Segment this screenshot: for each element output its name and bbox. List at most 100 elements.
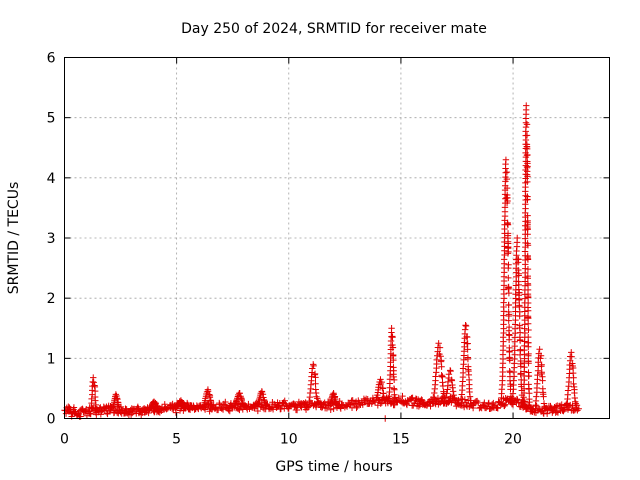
data-point <box>222 398 229 406</box>
data-point <box>281 397 288 404</box>
data-point <box>204 388 212 395</box>
data-point <box>312 380 319 387</box>
data-point <box>243 404 250 411</box>
data-point <box>152 399 159 407</box>
data-point <box>310 362 317 370</box>
data-point <box>461 396 469 403</box>
data-point <box>349 397 356 404</box>
data-point <box>524 280 532 287</box>
data-point <box>170 404 178 411</box>
data-point <box>538 370 545 378</box>
data-point <box>374 402 382 409</box>
data-point <box>91 382 98 389</box>
data-point <box>447 367 454 375</box>
data-point <box>444 398 452 405</box>
data-point <box>467 397 475 404</box>
data-point <box>494 405 502 412</box>
data-point <box>409 394 416 401</box>
data-point <box>266 405 273 412</box>
data-point <box>462 322 469 329</box>
data-point <box>305 397 313 405</box>
data-point <box>271 400 278 408</box>
data-point <box>390 364 397 371</box>
data-point <box>463 340 471 347</box>
data-point <box>122 405 129 412</box>
data-point <box>523 102 530 109</box>
data-point <box>506 344 513 352</box>
data-point <box>505 323 513 331</box>
data-point <box>540 400 548 407</box>
data-point <box>293 406 301 414</box>
data-point <box>206 391 213 398</box>
data-point <box>353 403 361 410</box>
data-point <box>434 394 442 402</box>
data-point <box>503 168 511 176</box>
data-point <box>475 399 482 407</box>
data-point <box>336 397 343 405</box>
data-point <box>178 398 185 406</box>
data-point <box>574 407 581 414</box>
data-point <box>379 384 386 392</box>
data-point <box>513 395 521 403</box>
data-point <box>226 407 233 415</box>
x-tick-label: 20 <box>504 432 522 448</box>
data-point <box>525 350 532 358</box>
data-point <box>489 401 496 408</box>
data-point <box>228 403 236 410</box>
data-point <box>524 320 532 327</box>
data-point <box>442 394 450 401</box>
data-point <box>523 141 531 148</box>
data-point <box>506 367 513 375</box>
data-point <box>465 363 472 370</box>
data-point <box>423 402 431 409</box>
data-point <box>436 350 443 358</box>
chart-title: Day 250 of 2024, SRMTID for receiver mat… <box>181 21 487 37</box>
data-point <box>504 220 511 228</box>
data-point <box>524 196 531 203</box>
y-tick-label: 5 <box>47 111 56 127</box>
data-point <box>330 405 337 412</box>
data-point <box>185 405 192 413</box>
data-point <box>380 394 388 402</box>
data-point <box>444 378 452 386</box>
data-point <box>305 403 313 410</box>
data-point <box>439 373 446 380</box>
data-point <box>505 274 512 282</box>
data-point <box>439 397 446 405</box>
data-point <box>207 397 214 404</box>
data-point <box>308 373 315 380</box>
data-point <box>523 164 531 171</box>
data-point <box>172 409 180 416</box>
data-point <box>537 355 544 362</box>
data-point <box>505 261 512 268</box>
data-point <box>570 383 578 391</box>
data-point <box>364 395 371 403</box>
data-point <box>403 401 411 409</box>
data-point <box>575 405 582 412</box>
data-point <box>327 406 334 414</box>
x-axis-title: GPS time / hours <box>275 459 392 475</box>
data-point <box>553 408 560 415</box>
data-point <box>331 394 338 401</box>
data-point <box>435 340 442 347</box>
data-point <box>482 404 490 412</box>
data-point <box>523 171 531 178</box>
data-point <box>90 379 97 386</box>
data-point <box>236 390 243 397</box>
data-point <box>384 397 391 404</box>
data-point <box>538 363 545 370</box>
data-point <box>158 407 165 415</box>
data-point <box>388 325 395 332</box>
data-point <box>445 371 453 378</box>
data-point <box>525 315 532 322</box>
data-point <box>496 399 504 406</box>
data-point <box>525 369 532 376</box>
data-point <box>254 407 262 415</box>
data-point <box>541 403 548 410</box>
data-point <box>97 411 105 418</box>
data-point <box>570 380 577 388</box>
data-point <box>470 401 477 409</box>
axis-ticks: 0 1 2 3 4 5 6 0 5 10 15 20 <box>47 51 610 448</box>
data-point <box>503 175 511 183</box>
data-point <box>113 392 120 400</box>
